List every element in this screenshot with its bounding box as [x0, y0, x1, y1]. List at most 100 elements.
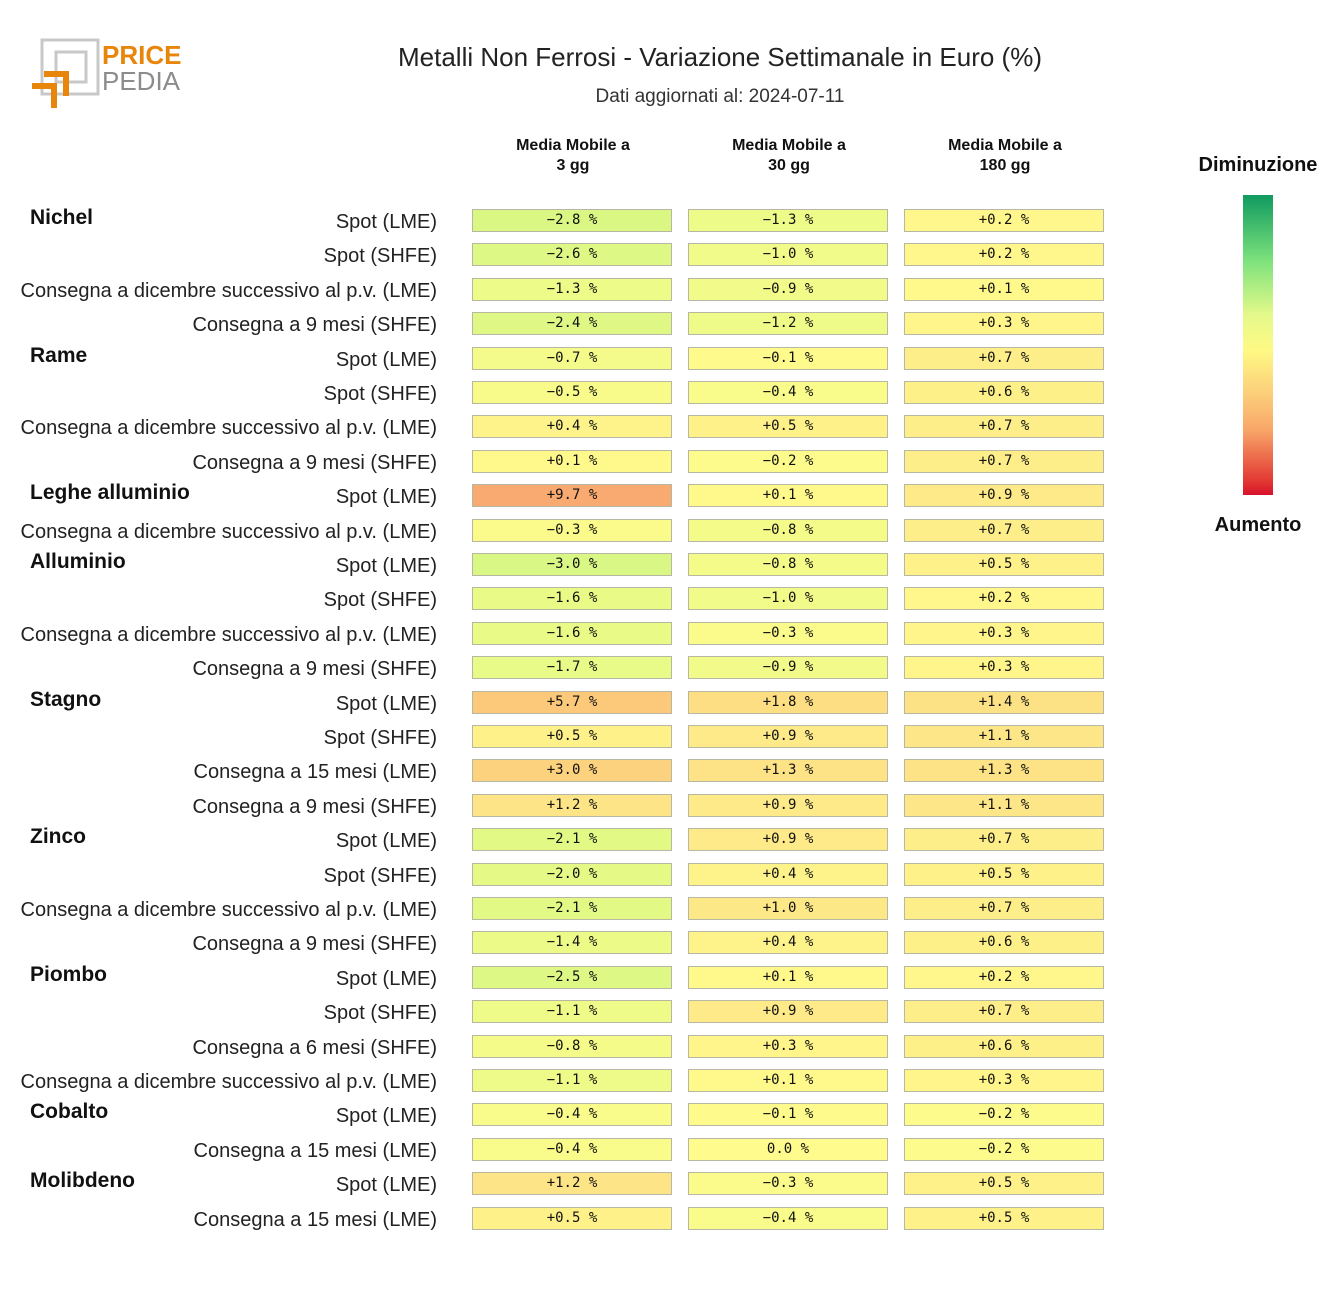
heatmap-cell: +0.7 % — [904, 828, 1104, 852]
heatmap-cell: +9.7 % — [472, 484, 672, 508]
row-label: Spot (LME) — [335, 348, 437, 371]
heatmap-cell: −0.2 % — [904, 1103, 1104, 1127]
row-label: Consegna a 9 mesi (SHFE) — [192, 933, 437, 956]
heatmap-cell: −0.1 % — [688, 1103, 888, 1127]
heatmap-cell: +0.5 % — [472, 725, 672, 748]
heatmap-cell: +1.1 % — [904, 725, 1104, 748]
group-label: Nichel — [30, 206, 94, 229]
heatmap-cell: −1.1 % — [472, 1069, 672, 1092]
row-label: Consegna a dicembre successivo al p.v. (… — [20, 279, 437, 302]
heatmap-cell: −1.0 % — [688, 243, 888, 267]
heatmap-cell: +0.7 % — [904, 415, 1104, 439]
heatmap-cell: +0.7 % — [904, 518, 1104, 542]
heatmap-cell: −1.3 % — [688, 209, 888, 232]
heatmap-cell: +0.9 % — [688, 828, 888, 852]
column-header-line1: Media Mobile a — [732, 137, 846, 154]
group-label: Cobalto — [30, 1100, 109, 1124]
heatmap-cell: −2.4 % — [472, 312, 672, 336]
heatmap-cell: +0.1 % — [904, 277, 1104, 301]
column-header-line2: 180 gg — [979, 157, 1031, 174]
heatmap-cell: +1.4 % — [904, 690, 1104, 714]
row-label: Consegna a 9 mesi (SHFE) — [192, 314, 437, 337]
heatmap-cell: −0.4 % — [688, 1206, 888, 1230]
heatmap-cell: +0.7 % — [904, 897, 1104, 920]
heatmap-cell: −0.2 % — [688, 449, 888, 473]
row-label: Consegna a dicembre successivo al p.v. (… — [20, 1071, 437, 1093]
group-label: Alluminio — [30, 550, 126, 573]
heatmap-cell: 0.0 % — [688, 1137, 888, 1161]
heatmap-cell: +1.0 % — [688, 897, 888, 920]
row-label: Consegna a dicembre successivo al p.v. (… — [20, 899, 437, 921]
row-label: Spot (LME) — [335, 211, 437, 233]
heatmap-cell: +0.1 % — [472, 449, 672, 473]
heatmap-cell: +0.3 % — [904, 621, 1104, 645]
heatmap-cell: +0.7 % — [904, 449, 1104, 473]
heatmap-cell: +0.5 % — [904, 1172, 1104, 1196]
row-label: Spot (SHFE) — [323, 864, 437, 887]
group-label: Molibdeno — [30, 1169, 135, 1193]
heatmap-cell: +0.6 % — [904, 1034, 1104, 1058]
heatmap-cell: −2.8 % — [472, 209, 672, 232]
heatmap-cell: −0.9 % — [688, 277, 888, 301]
legend-label-increase: Aumento — [1214, 514, 1302, 536]
heatmap-cell: +0.2 % — [904, 965, 1104, 989]
column-header-30gg: Media Mobile a 30 gg — [688, 136, 890, 176]
row-label: Spot (LME) — [335, 1105, 437, 1128]
svg-text:PEDIA: PEDIA — [102, 66, 181, 96]
heatmap-cell: +0.3 % — [904, 656, 1104, 680]
heatmap-cell: −1.0 % — [688, 587, 888, 611]
heatmap-cell: −0.8 % — [688, 553, 888, 576]
chart-subtitle: Dati aggiornati al: 2024-07-11 — [595, 86, 845, 107]
row-label: Spot (SHFE) — [323, 245, 437, 268]
row-label: Spot (SHFE) — [323, 1002, 437, 1025]
row-label: Spot (SHFE) — [323, 383, 437, 405]
heatmap-cell: +0.9 % — [688, 1000, 888, 1024]
heatmap-cell: −2.0 % — [472, 862, 672, 886]
row-label: Consegna a dicembre successivo al p.v. (… — [20, 520, 437, 543]
heatmap-cell: +1.2 % — [472, 793, 672, 817]
heatmap-cell: −1.4 % — [472, 931, 672, 955]
heatmap-cell: +5.7 % — [472, 690, 672, 714]
heatmap-cell: −0.1 % — [688, 346, 888, 370]
legend-label-decrease: Diminuzione — [1198, 154, 1318, 176]
heatmap-cell: −1.6 % — [472, 587, 672, 611]
heatmap-cell: −0.7 % — [472, 346, 672, 370]
heatmap-cell: −2.1 % — [472, 828, 672, 852]
heatmap-cell: +0.1 % — [688, 1069, 888, 1092]
heatmap-cell: +1.3 % — [688, 759, 888, 783]
heatmap-cell: −0.5 % — [472, 381, 672, 404]
heatmap-cell: +0.1 % — [688, 484, 888, 508]
row-label: Consegna a 15 mesi (LME) — [193, 1208, 437, 1231]
heatmap-cell: +0.5 % — [472, 1206, 672, 1230]
heatmap-cell: +0.4 % — [688, 931, 888, 955]
legend-color-bar — [1243, 195, 1273, 495]
heatmap-cell: +0.6 % — [904, 931, 1104, 955]
heatmap-cell: +0.9 % — [688, 793, 888, 817]
heatmap-cell: −0.4 % — [472, 1103, 672, 1127]
column-header-line1: Media Mobile a — [948, 137, 1062, 154]
row-label: Consegna a 15 mesi (LME) — [193, 1139, 437, 1162]
row-label: Consegna a 9 mesi (SHFE) — [192, 451, 437, 474]
group-label: Piombo — [30, 962, 107, 986]
heatmap-cell: +0.4 % — [472, 415, 672, 439]
heatmap-cell: +0.9 % — [688, 725, 888, 748]
heatmap-cell: −0.9 % — [688, 656, 888, 680]
heatmap-cell: +0.4 % — [688, 862, 888, 886]
group-label: Stagno — [30, 687, 102, 711]
heatmap-cell: +0.5 % — [688, 415, 888, 439]
group-label: Zinco — [30, 825, 86, 849]
heatmap-cell: +0.5 % — [904, 1206, 1104, 1230]
row-label: Spot (SHFE) — [323, 727, 437, 749]
heatmap-cell: −0.3 % — [472, 518, 672, 542]
column-header-3gg: Media Mobile a 3 gg — [472, 136, 674, 176]
heatmap-cell: −2.5 % — [472, 965, 672, 989]
row-label: Spot (LME) — [335, 692, 437, 715]
heatmap-cell: +0.9 % — [904, 484, 1104, 508]
chart-title: Metalli Non Ferrosi - Variazione Settima… — [398, 42, 1042, 72]
heatmap-cell: +0.7 % — [904, 346, 1104, 370]
heatmap-cell: −0.2 % — [904, 1137, 1104, 1161]
heatmap-cell: +0.5 % — [904, 862, 1104, 886]
row-label: Consegna a dicembre successivo al p.v. (… — [20, 623, 437, 646]
heatmap-cell: +1.8 % — [688, 690, 888, 714]
heatmap-cell: +1.3 % — [904, 759, 1104, 783]
